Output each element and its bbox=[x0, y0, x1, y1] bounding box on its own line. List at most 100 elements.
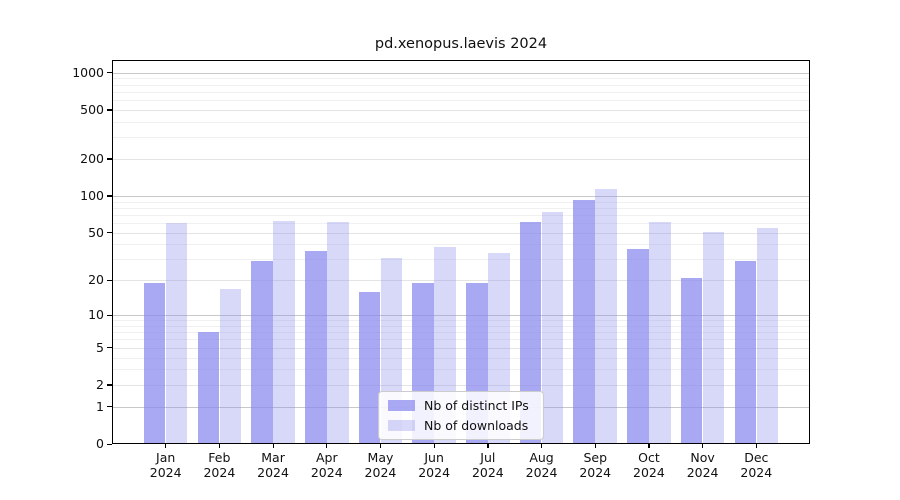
x-tick-year: 2024 bbox=[525, 465, 558, 480]
x-tick-month: Jun bbox=[424, 450, 444, 465]
gridline-minor bbox=[112, 121, 810, 123]
x-tick-label: Oct 2024 bbox=[633, 450, 665, 480]
legend: Nb of distinct IPs Nb of downloads bbox=[378, 391, 544, 440]
bar-distinct-ips-sep bbox=[573, 200, 595, 444]
x-tick-year: 2024 bbox=[579, 465, 612, 480]
x-tick-label: Apr 2024 bbox=[311, 450, 343, 480]
y-tick-mark bbox=[107, 406, 112, 408]
bar-distinct-ips-apr bbox=[305, 251, 327, 444]
y-tick-mark bbox=[107, 347, 112, 349]
x-tick-year: 2024 bbox=[740, 465, 773, 480]
y-tick-label: 5 bbox=[96, 339, 104, 355]
x-tick-label: Jul 2024 bbox=[472, 450, 504, 480]
gridline-minor bbox=[112, 214, 810, 216]
bar-distinct-ips-aug bbox=[519, 222, 542, 444]
x-tick-year: 2024 bbox=[203, 465, 236, 480]
gridline-major bbox=[112, 195, 810, 197]
x-tick-label: Sep 2024 bbox=[579, 450, 611, 480]
gridline-minor bbox=[112, 244, 810, 246]
gridline-minor bbox=[112, 339, 810, 341]
gridline bbox=[112, 158, 810, 160]
y-tick-mark bbox=[107, 195, 112, 197]
gridline-major bbox=[112, 72, 810, 74]
gridline bbox=[112, 109, 810, 111]
gridline-minor bbox=[112, 325, 810, 327]
y-tick-label: 1000 bbox=[72, 64, 104, 80]
legend-swatch-distinct-ips bbox=[388, 400, 415, 411]
gridline-minor bbox=[112, 357, 810, 359]
gridline-minor bbox=[112, 91, 810, 93]
y-tick-mark bbox=[107, 279, 112, 282]
x-tick-label: May 2024 bbox=[365, 450, 397, 480]
gridline bbox=[112, 347, 810, 349]
bar-distinct-ips-may bbox=[358, 291, 381, 444]
x-tick-year: 2024 bbox=[633, 465, 665, 480]
x-tick-mark bbox=[755, 444, 757, 448]
x-tick-mark bbox=[218, 444, 221, 448]
gridline-minor bbox=[112, 100, 810, 102]
y-tick-mark bbox=[107, 443, 112, 445]
gridline bbox=[112, 384, 810, 386]
plot-area: 0 1 2 5 10 20 50 100 200 500 1000 Jan 2024 Feb 2024 Mar… bbox=[72, 60, 810, 480]
legend-label-downloads: Nb of downloads bbox=[424, 418, 529, 433]
y-tick-mark bbox=[107, 72, 112, 74]
y-tick-mark bbox=[107, 109, 112, 111]
x-tick-mark bbox=[487, 444, 489, 448]
gridline bbox=[112, 232, 810, 234]
bar-downloads-jan bbox=[165, 223, 188, 444]
y-tick-label: 10 bbox=[88, 307, 104, 323]
y-tick-label: 200 bbox=[80, 150, 104, 166]
x-tick-month: Jul bbox=[480, 450, 496, 465]
gridline-minor bbox=[112, 223, 810, 225]
x-tick-month: Feb bbox=[208, 450, 231, 465]
gridline-minor bbox=[112, 259, 810, 261]
x-tick-month: Nov bbox=[690, 450, 715, 465]
x-tick-mark bbox=[379, 444, 382, 448]
x-tick-month: Apr bbox=[315, 450, 338, 465]
gridline-minor bbox=[112, 201, 810, 203]
gridline-minor bbox=[112, 207, 810, 209]
bar-distinct-ips-dec bbox=[734, 261, 757, 444]
y-tick-mark bbox=[107, 232, 112, 234]
bar-distinct-ips-jan bbox=[143, 283, 166, 444]
x-tick-month: Dec bbox=[744, 450, 769, 465]
y-tick-label: 2 bbox=[96, 376, 104, 392]
x-tick-year: 2024 bbox=[149, 465, 182, 480]
x-tick-month: Aug bbox=[529, 450, 554, 465]
bar-downloads-mar bbox=[273, 221, 295, 444]
legend-swatch-downloads bbox=[388, 420, 415, 431]
x-tick-year: 2024 bbox=[310, 465, 343, 480]
y-tick-label: 100 bbox=[80, 187, 104, 203]
x-tick-label: Jun 2024 bbox=[418, 450, 450, 480]
bar-downloads-dec bbox=[756, 227, 779, 444]
x-tick-year: 2024 bbox=[364, 465, 397, 480]
x-tick-mark bbox=[648, 444, 650, 448]
x-tick-mark bbox=[702, 444, 704, 448]
bar-downloads-feb bbox=[219, 288, 242, 444]
y-tick-label: 1 bbox=[96, 398, 104, 414]
x-tick-month: Sep bbox=[583, 450, 607, 465]
legend-item-downloads: Nb of downloads bbox=[388, 418, 534, 433]
gridline-minor bbox=[112, 320, 810, 322]
x-tick-label: Jan 2024 bbox=[150, 450, 182, 480]
bar-distinct-ips-nov bbox=[680, 277, 703, 444]
x-tick-mark bbox=[541, 444, 543, 448]
x-tick-label: Mar 2024 bbox=[257, 450, 289, 480]
x-tick-month: Mar bbox=[261, 450, 285, 465]
gridline-minor bbox=[112, 84, 810, 86]
x-tick-year: 2024 bbox=[418, 465, 451, 480]
bar-downloads-nov bbox=[702, 231, 725, 444]
gridline-major bbox=[112, 315, 810, 317]
x-tick-mark bbox=[326, 444, 328, 448]
legend-label-distinct-ips: Nb of distinct IPs bbox=[424, 398, 529, 413]
x-tick-label: Aug 2024 bbox=[526, 450, 558, 480]
bar-downloads-oct bbox=[649, 222, 671, 444]
y-tick-label: 0 bbox=[96, 436, 104, 451]
bar-distinct-ips-mar bbox=[251, 261, 273, 444]
x-tick-label: Nov 2024 bbox=[687, 450, 719, 480]
y-tick-label: 50 bbox=[88, 224, 104, 240]
x-tick-year: 2024 bbox=[471, 465, 504, 480]
y-tick-label: 500 bbox=[80, 101, 104, 117]
x-tick-mark bbox=[433, 444, 435, 448]
bar-distinct-ips-oct bbox=[627, 248, 649, 444]
